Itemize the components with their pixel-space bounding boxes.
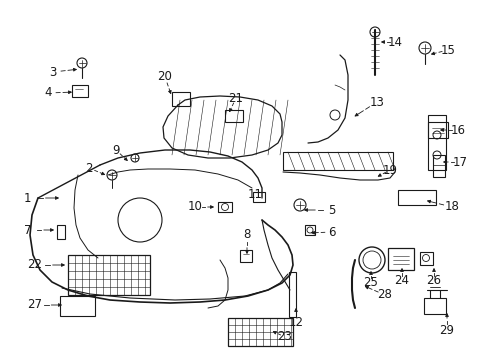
Bar bbox=[172, 92, 190, 106]
Text: 24: 24 bbox=[394, 274, 408, 287]
Bar bbox=[397, 190, 435, 205]
Text: 14: 14 bbox=[386, 36, 402, 49]
Text: 17: 17 bbox=[451, 156, 467, 168]
Text: 9: 9 bbox=[112, 144, 120, 157]
Text: 20: 20 bbox=[157, 71, 172, 84]
Bar bbox=[427, 115, 445, 170]
Bar bbox=[423, 298, 445, 314]
Bar bbox=[427, 122, 447, 138]
Text: 3: 3 bbox=[49, 66, 57, 78]
Text: 1: 1 bbox=[23, 192, 31, 204]
Bar bbox=[419, 252, 432, 265]
Bar bbox=[288, 272, 295, 317]
Bar bbox=[68, 255, 150, 295]
Text: 16: 16 bbox=[449, 123, 465, 136]
Text: 26: 26 bbox=[426, 274, 441, 287]
Text: 4: 4 bbox=[44, 86, 52, 99]
Text: 18: 18 bbox=[444, 201, 459, 213]
Text: 27: 27 bbox=[27, 298, 42, 311]
Text: 12: 12 bbox=[288, 315, 303, 328]
Bar bbox=[227, 318, 292, 346]
Text: 28: 28 bbox=[377, 288, 392, 302]
Text: 7: 7 bbox=[24, 224, 32, 237]
Bar bbox=[57, 225, 65, 239]
Text: 11: 11 bbox=[247, 189, 262, 202]
Bar bbox=[60, 296, 95, 316]
Bar bbox=[240, 250, 251, 262]
Text: 10: 10 bbox=[187, 201, 202, 213]
Bar bbox=[283, 152, 392, 170]
Text: 15: 15 bbox=[440, 44, 454, 57]
Text: 25: 25 bbox=[363, 275, 378, 288]
Bar bbox=[387, 248, 413, 270]
Text: 2: 2 bbox=[85, 162, 93, 175]
Bar bbox=[305, 225, 314, 235]
Text: 23: 23 bbox=[277, 330, 292, 343]
Text: 5: 5 bbox=[327, 203, 335, 216]
Text: 29: 29 bbox=[439, 324, 453, 337]
Text: 22: 22 bbox=[27, 258, 42, 271]
Bar bbox=[218, 202, 231, 212]
Text: 6: 6 bbox=[327, 225, 335, 238]
Text: 13: 13 bbox=[369, 95, 384, 108]
Text: 19: 19 bbox=[382, 163, 397, 176]
Bar bbox=[432, 155, 444, 177]
Bar bbox=[72, 85, 88, 97]
Text: 8: 8 bbox=[243, 229, 250, 242]
Bar bbox=[252, 192, 264, 202]
Bar bbox=[224, 110, 243, 122]
Text: 21: 21 bbox=[228, 91, 243, 104]
